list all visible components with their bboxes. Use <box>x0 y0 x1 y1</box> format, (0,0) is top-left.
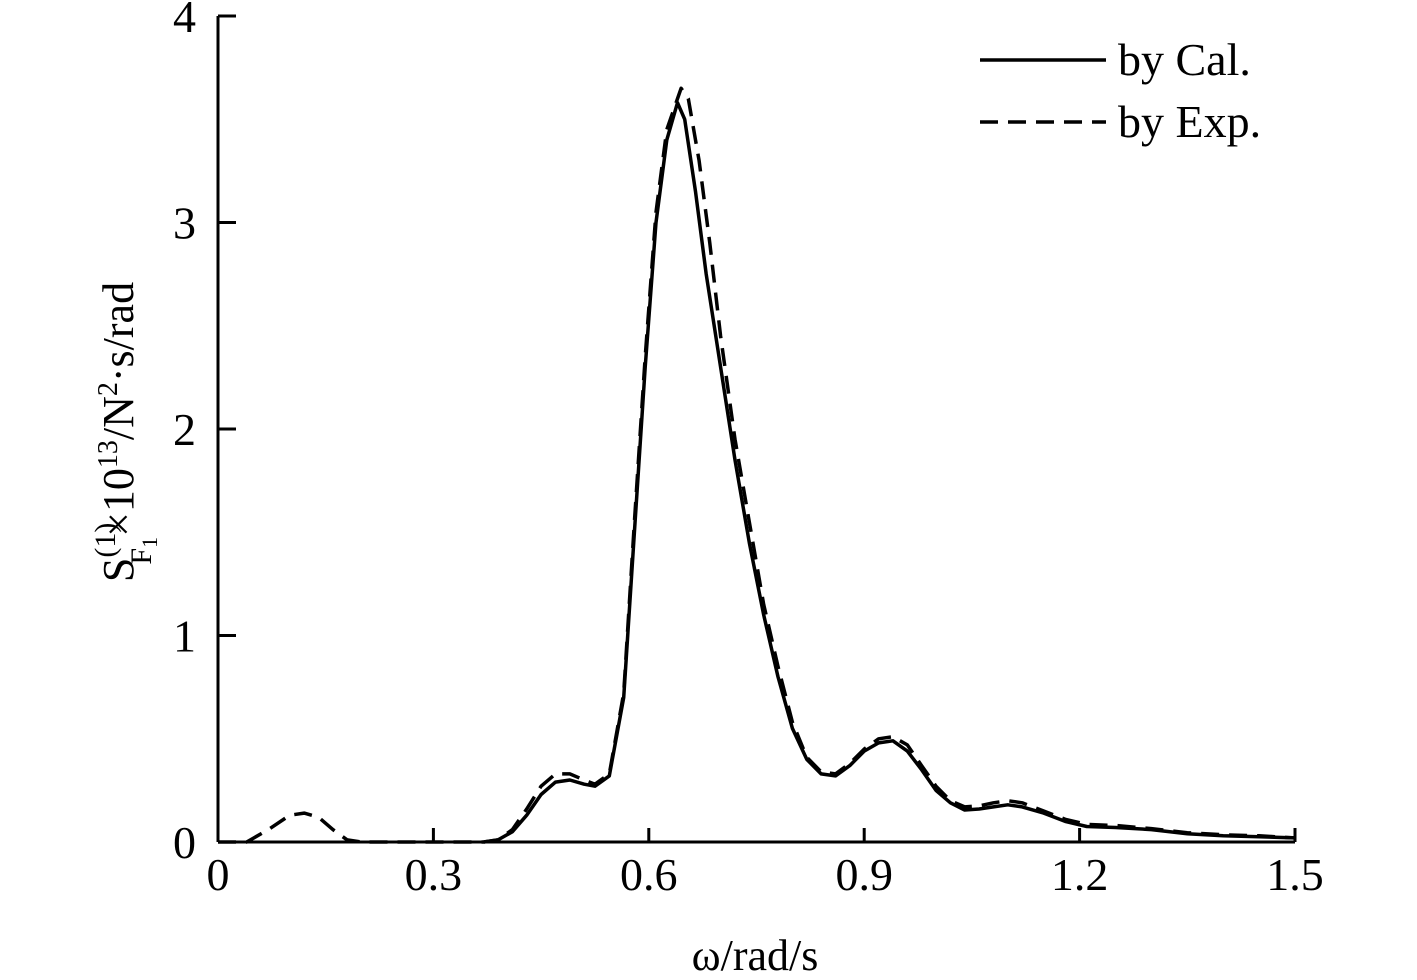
series-layer <box>218 86 1296 844</box>
y-label-base: S <box>94 558 143 582</box>
legend-label-1: by Cal. <box>1118 34 1251 85</box>
x-tick-label: 0.6 <box>620 849 678 900</box>
y-label-multiplier: ×10 <box>94 468 143 537</box>
y-label-units-exponent: 2 <box>93 382 124 396</box>
tick-labels: 0 0.3 0.6 0.9 1.2 1.5 0 1 2 3 4 <box>173 0 1324 900</box>
legend-label-2: by Exp. <box>1118 96 1261 147</box>
x-tick-label: 0 <box>207 849 230 900</box>
y-label-subscript: F <box>125 548 158 565</box>
y-tick-label: 2 <box>173 404 196 455</box>
y-tick-label: 4 <box>173 0 196 42</box>
legend: by Cal. by Exp. <box>980 34 1261 147</box>
y-label-units-b: ·s/rad <box>94 282 143 382</box>
y-label-superscript: (1) <box>89 523 122 558</box>
tick-marks <box>216 14 1297 844</box>
y-tick-label: 1 <box>173 611 196 662</box>
x-axis-label: ω/rad/s <box>692 931 819 980</box>
y-tick-label: 0 <box>173 817 196 868</box>
y-label-exponent: 13 <box>93 440 124 468</box>
series-line-2 <box>218 86 1296 844</box>
x-tick-label: 0.9 <box>835 849 893 900</box>
y-label-units-a: /N <box>94 396 143 440</box>
y-axis-label: S(1) F1×1013/N2·s/rad <box>89 282 162 582</box>
x-tick-label: 1.2 <box>1051 849 1109 900</box>
x-tick-label: 1.5 <box>1266 849 1324 900</box>
y-label-subscript-small: 1 <box>137 537 162 548</box>
x-tick-label: 0.3 <box>405 849 463 900</box>
series-line-1 <box>483 100 1296 844</box>
y-tick-label: 3 <box>173 198 196 249</box>
